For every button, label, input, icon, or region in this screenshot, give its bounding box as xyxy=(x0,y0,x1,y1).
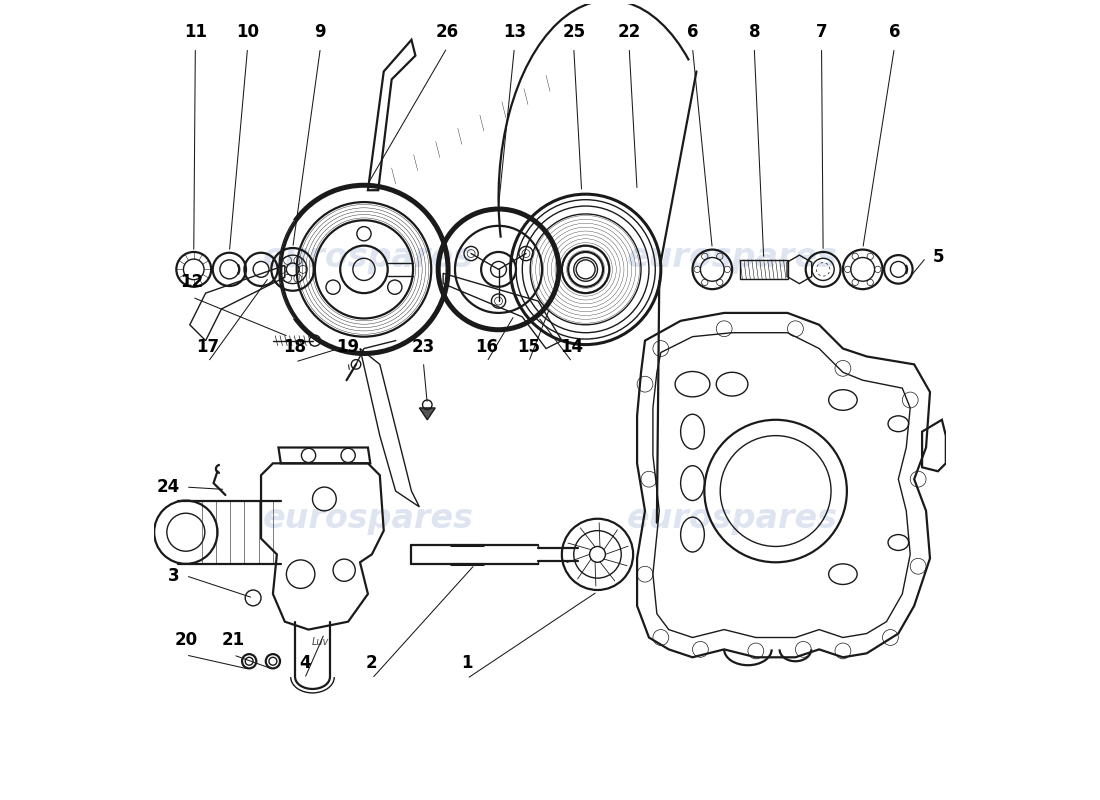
Text: 9: 9 xyxy=(315,23,327,42)
Text: 16: 16 xyxy=(475,338,498,356)
Text: 12: 12 xyxy=(180,273,204,290)
Text: 17: 17 xyxy=(197,338,220,356)
Text: 22: 22 xyxy=(617,23,641,42)
Text: 2: 2 xyxy=(366,654,377,672)
Text: 15: 15 xyxy=(517,338,540,356)
Text: eurospares: eurospares xyxy=(263,241,473,274)
Text: 18: 18 xyxy=(284,338,307,356)
Text: 8: 8 xyxy=(748,23,760,42)
Text: 7: 7 xyxy=(816,23,827,42)
Text: 21: 21 xyxy=(222,630,245,649)
Text: 10: 10 xyxy=(236,23,260,42)
Text: 25: 25 xyxy=(562,23,585,42)
Text: 6: 6 xyxy=(686,23,698,42)
Text: 6: 6 xyxy=(889,23,900,42)
Text: eurospares: eurospares xyxy=(263,502,473,535)
Text: 23: 23 xyxy=(411,338,434,356)
Text: 26: 26 xyxy=(436,23,459,42)
Text: 19: 19 xyxy=(337,338,360,356)
Polygon shape xyxy=(419,408,436,420)
Text: 4: 4 xyxy=(299,654,310,672)
Text: 14: 14 xyxy=(561,338,584,356)
Text: 1: 1 xyxy=(461,654,473,672)
Text: 3: 3 xyxy=(168,566,179,585)
Bar xyxy=(740,260,788,279)
Text: 5: 5 xyxy=(933,249,944,266)
Text: Luv: Luv xyxy=(311,638,329,647)
Text: 11: 11 xyxy=(184,23,207,42)
Text: eurospares: eurospares xyxy=(627,502,837,535)
Text: eurospares: eurospares xyxy=(627,241,837,274)
Text: 20: 20 xyxy=(174,630,197,649)
Text: 24: 24 xyxy=(156,478,179,496)
Text: 13: 13 xyxy=(503,23,526,42)
